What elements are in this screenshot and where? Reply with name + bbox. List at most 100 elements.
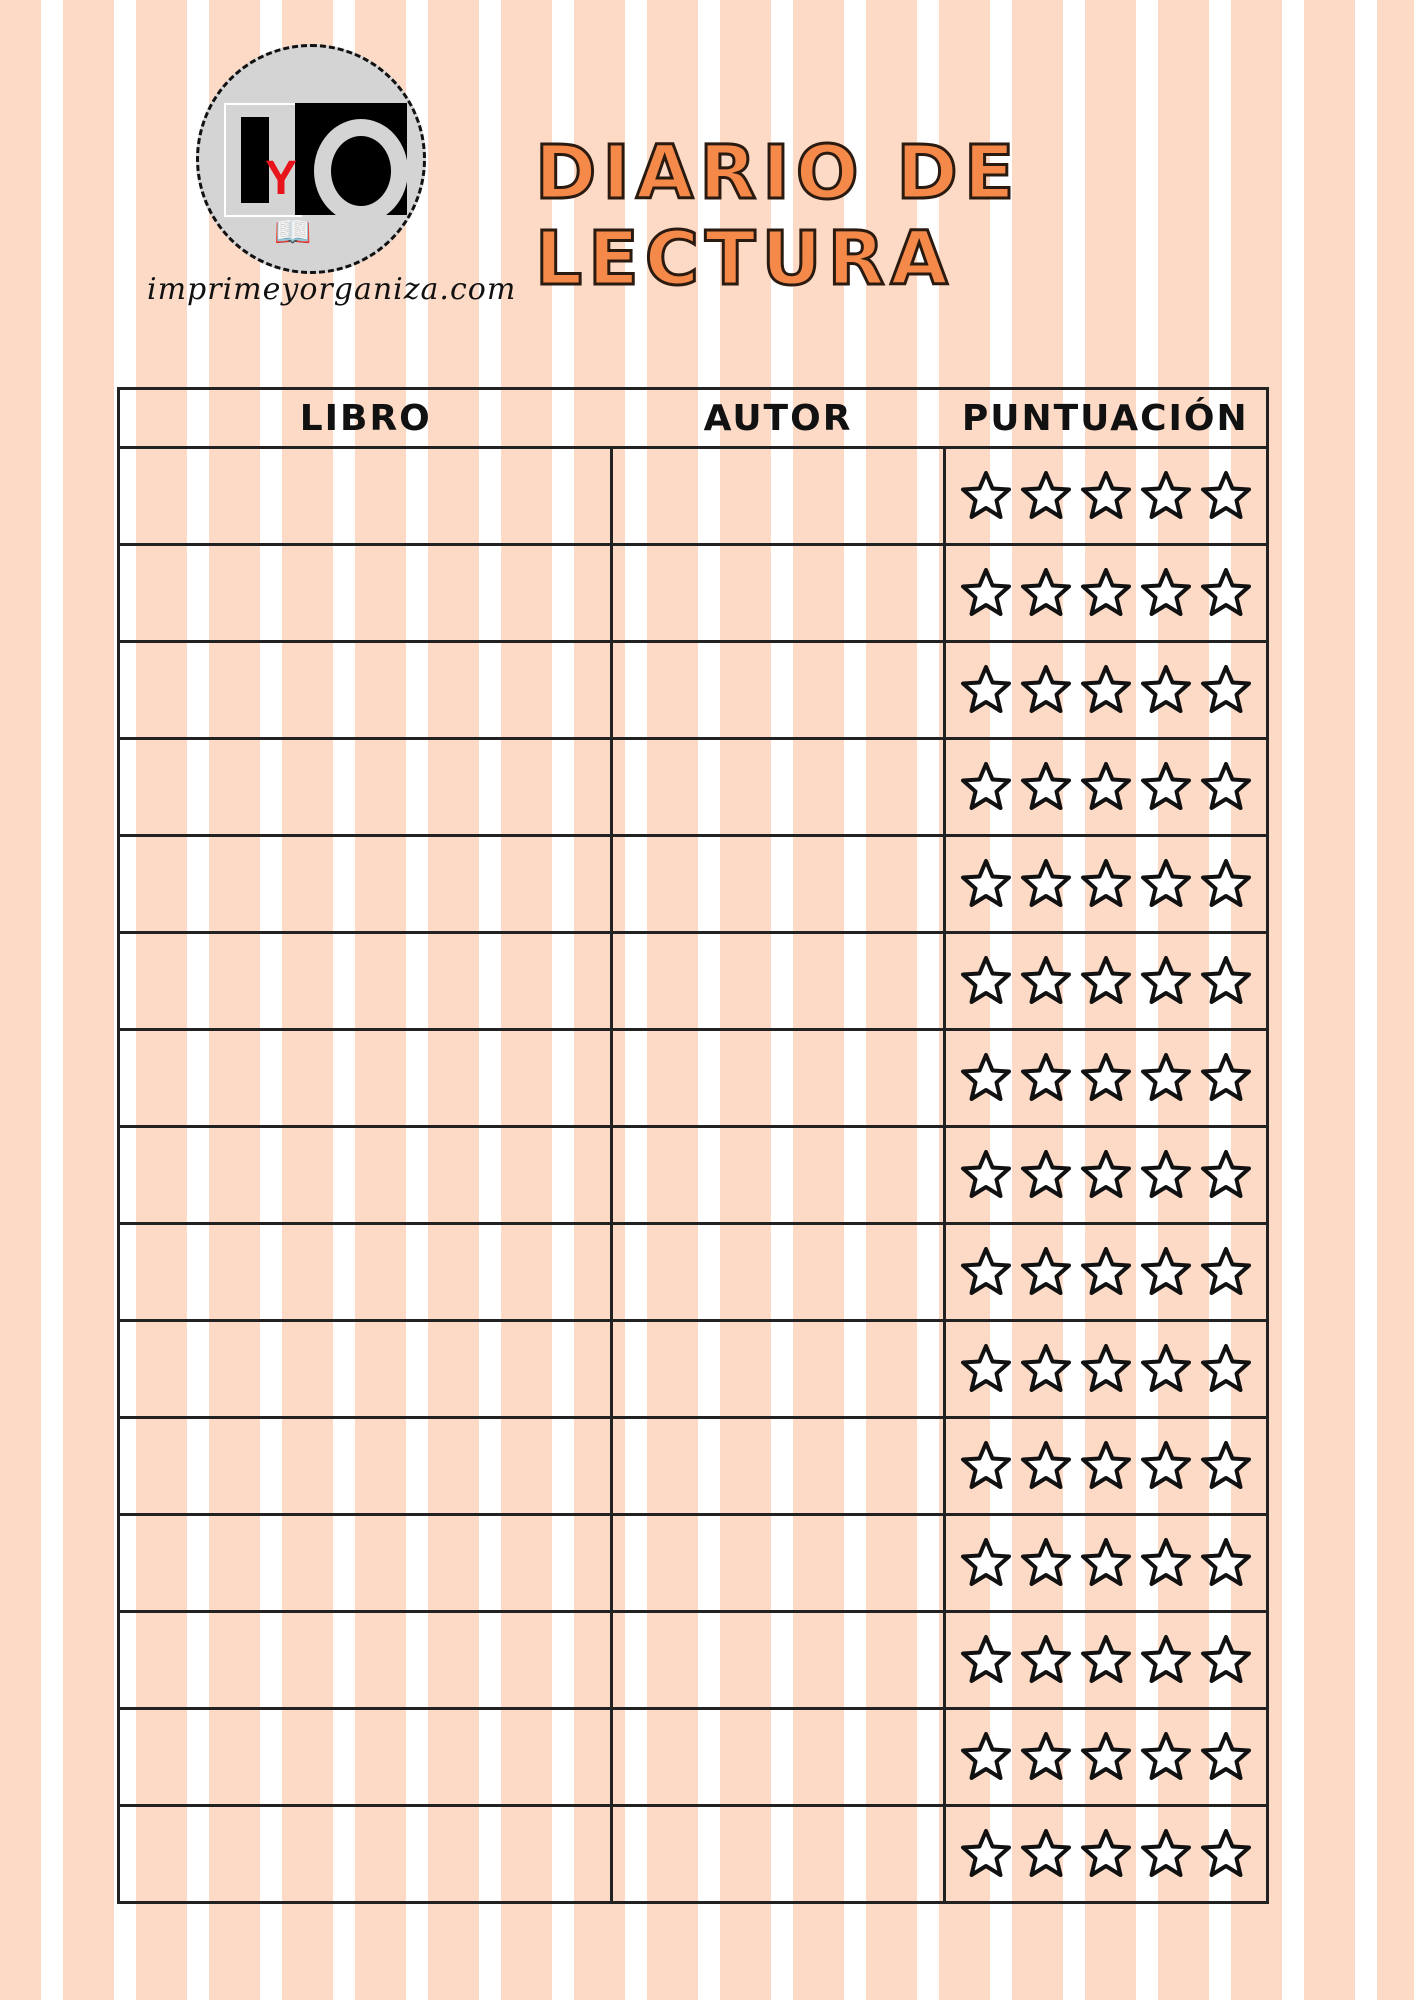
libro-cell[interactable]	[117, 1125, 613, 1225]
rating-star-icon[interactable]	[1199, 1342, 1253, 1396]
libro-cell[interactable]	[117, 931, 613, 1031]
star-rating[interactable]	[946, 760, 1266, 814]
rating-star-icon[interactable]	[1199, 566, 1253, 620]
libro-cell[interactable]	[117, 543, 613, 643]
rating-star-icon[interactable]	[959, 1827, 1013, 1881]
libro-cell[interactable]	[117, 640, 613, 740]
libro-cell[interactable]	[117, 1707, 613, 1807]
autor-cell[interactable]	[610, 1416, 946, 1516]
rating-star-icon[interactable]	[1199, 857, 1253, 911]
star-rating[interactable]	[946, 566, 1266, 620]
star-rating[interactable]	[946, 954, 1266, 1008]
rating-star-icon[interactable]	[1019, 1245, 1073, 1299]
rating-star-icon[interactable]	[959, 663, 1013, 717]
rating-star-icon[interactable]	[1199, 1148, 1253, 1202]
rating-star-icon[interactable]	[1199, 1051, 1253, 1105]
star-rating[interactable]	[946, 857, 1266, 911]
rating-star-icon[interactable]	[1019, 760, 1073, 814]
libro-cell[interactable]	[117, 1319, 613, 1419]
rating-star-icon[interactable]	[1019, 1633, 1073, 1687]
rating-star-icon[interactable]	[1199, 1633, 1253, 1687]
rating-star-icon[interactable]	[959, 1342, 1013, 1396]
star-rating[interactable]	[946, 469, 1266, 523]
rating-star-icon[interactable]	[1079, 760, 1133, 814]
rating-star-icon[interactable]	[1199, 760, 1253, 814]
rating-star-icon[interactable]	[1139, 1633, 1193, 1687]
rating-star-icon[interactable]	[1139, 469, 1193, 523]
rating-star-icon[interactable]	[1079, 954, 1133, 1008]
libro-cell[interactable]	[117, 1028, 613, 1128]
rating-star-icon[interactable]	[1079, 1051, 1133, 1105]
rating-star-icon[interactable]	[1199, 1730, 1253, 1784]
autor-cell[interactable]	[610, 1513, 946, 1613]
rating-star-icon[interactable]	[1199, 1439, 1253, 1493]
autor-cell[interactable]	[610, 1028, 946, 1128]
star-rating[interactable]	[946, 1439, 1266, 1493]
rating-star-icon[interactable]	[1199, 469, 1253, 523]
rating-star-icon[interactable]	[959, 1439, 1013, 1493]
rating-star-icon[interactable]	[1019, 1536, 1073, 1590]
rating-star-icon[interactable]	[1199, 1245, 1253, 1299]
star-rating[interactable]	[946, 1148, 1266, 1202]
rating-star-icon[interactable]	[1199, 663, 1253, 717]
libro-cell[interactable]	[117, 834, 613, 934]
rating-star-icon[interactable]	[1019, 1148, 1073, 1202]
rating-star-icon[interactable]	[1199, 1536, 1253, 1590]
star-rating[interactable]	[946, 1730, 1266, 1784]
rating-star-icon[interactable]	[1019, 857, 1073, 911]
rating-star-icon[interactable]	[959, 857, 1013, 911]
rating-star-icon[interactable]	[1079, 1342, 1133, 1396]
rating-star-icon[interactable]	[1079, 1245, 1133, 1299]
rating-star-icon[interactable]	[1139, 857, 1193, 911]
libro-cell[interactable]	[117, 1222, 613, 1322]
libro-cell[interactable]	[117, 1804, 613, 1904]
star-rating[interactable]	[946, 663, 1266, 717]
rating-star-icon[interactable]	[959, 1730, 1013, 1784]
rating-star-icon[interactable]	[1139, 954, 1193, 1008]
rating-star-icon[interactable]	[959, 1536, 1013, 1590]
rating-star-icon[interactable]	[1139, 1342, 1193, 1396]
rating-star-icon[interactable]	[1199, 954, 1253, 1008]
rating-star-icon[interactable]	[959, 1148, 1013, 1202]
rating-star-icon[interactable]	[959, 1633, 1013, 1687]
rating-star-icon[interactable]	[1139, 1827, 1193, 1881]
rating-star-icon[interactable]	[1139, 1051, 1193, 1105]
star-rating[interactable]	[946, 1051, 1266, 1105]
rating-star-icon[interactable]	[1079, 857, 1133, 911]
rating-star-icon[interactable]	[1019, 469, 1073, 523]
autor-cell[interactable]	[610, 1319, 946, 1419]
rating-star-icon[interactable]	[1019, 1730, 1073, 1784]
autor-cell[interactable]	[610, 1707, 946, 1807]
star-rating[interactable]	[946, 1536, 1266, 1590]
rating-star-icon[interactable]	[1079, 1148, 1133, 1202]
rating-star-icon[interactable]	[1139, 760, 1193, 814]
star-rating[interactable]	[946, 1245, 1266, 1299]
autor-cell[interactable]	[610, 931, 946, 1031]
rating-star-icon[interactable]	[1019, 1051, 1073, 1105]
rating-star-icon[interactable]	[1079, 1633, 1133, 1687]
rating-star-icon[interactable]	[959, 954, 1013, 1008]
rating-star-icon[interactable]	[1079, 1730, 1133, 1784]
rating-star-icon[interactable]	[959, 760, 1013, 814]
libro-cell[interactable]	[117, 1416, 613, 1516]
rating-star-icon[interactable]	[1139, 1245, 1193, 1299]
rating-star-icon[interactable]	[1019, 663, 1073, 717]
rating-star-icon[interactable]	[1019, 1439, 1073, 1493]
rating-star-icon[interactable]	[1019, 954, 1073, 1008]
rating-star-icon[interactable]	[1139, 1536, 1193, 1590]
autor-cell[interactable]	[610, 1610, 946, 1710]
autor-cell[interactable]	[610, 640, 946, 740]
rating-star-icon[interactable]	[959, 566, 1013, 620]
star-rating[interactable]	[946, 1827, 1266, 1881]
autor-cell[interactable]	[610, 1222, 946, 1322]
rating-star-icon[interactable]	[1139, 1439, 1193, 1493]
rating-star-icon[interactable]	[1079, 469, 1133, 523]
autor-cell[interactable]	[610, 834, 946, 934]
rating-star-icon[interactable]	[1079, 1827, 1133, 1881]
rating-star-icon[interactable]	[1079, 663, 1133, 717]
autor-cell[interactable]	[610, 737, 946, 837]
autor-cell[interactable]	[610, 1804, 946, 1904]
rating-star-icon[interactable]	[959, 1051, 1013, 1105]
star-rating[interactable]	[946, 1633, 1266, 1687]
rating-star-icon[interactable]	[959, 469, 1013, 523]
